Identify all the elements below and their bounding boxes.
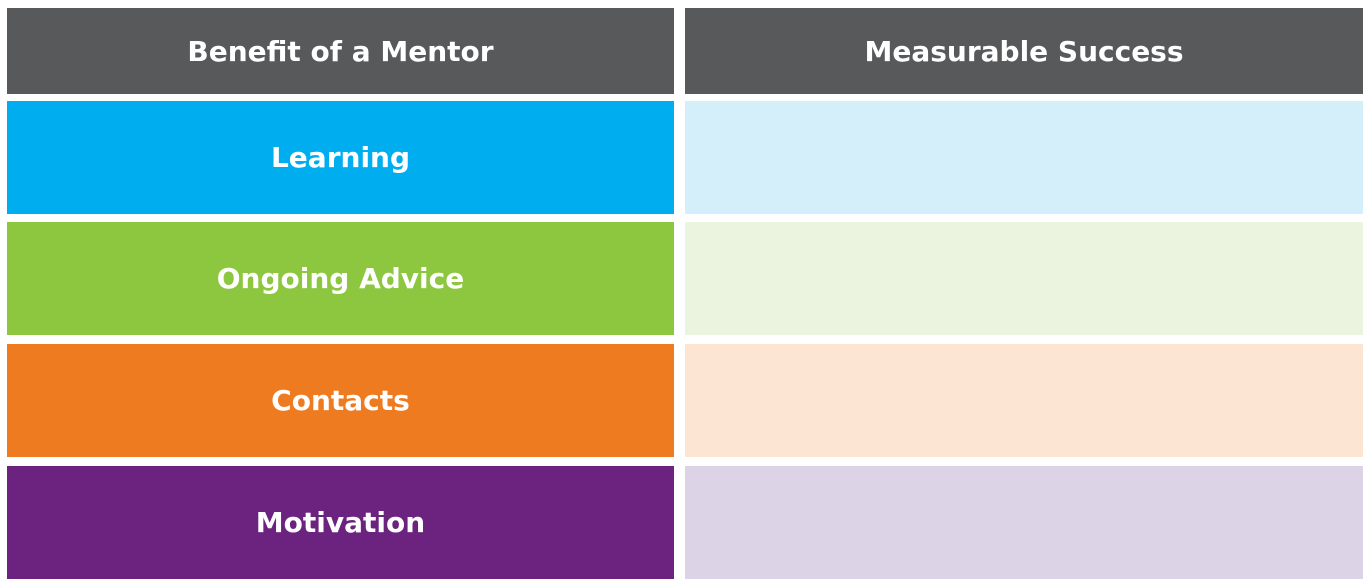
header-cell: Benefit of a Mentor xyxy=(7,8,674,94)
success-cell xyxy=(685,222,1363,335)
success-cell xyxy=(685,101,1363,214)
success-cell xyxy=(685,344,1363,457)
benefit-cell: Learning xyxy=(7,101,674,214)
benefit-cell: Ongoing Advice xyxy=(7,222,674,335)
header-cell: Measurable Success xyxy=(685,8,1363,94)
benefit-cell: Contacts xyxy=(7,344,674,457)
benefit-cell: Motivation xyxy=(7,466,674,579)
success-cell xyxy=(685,466,1363,579)
